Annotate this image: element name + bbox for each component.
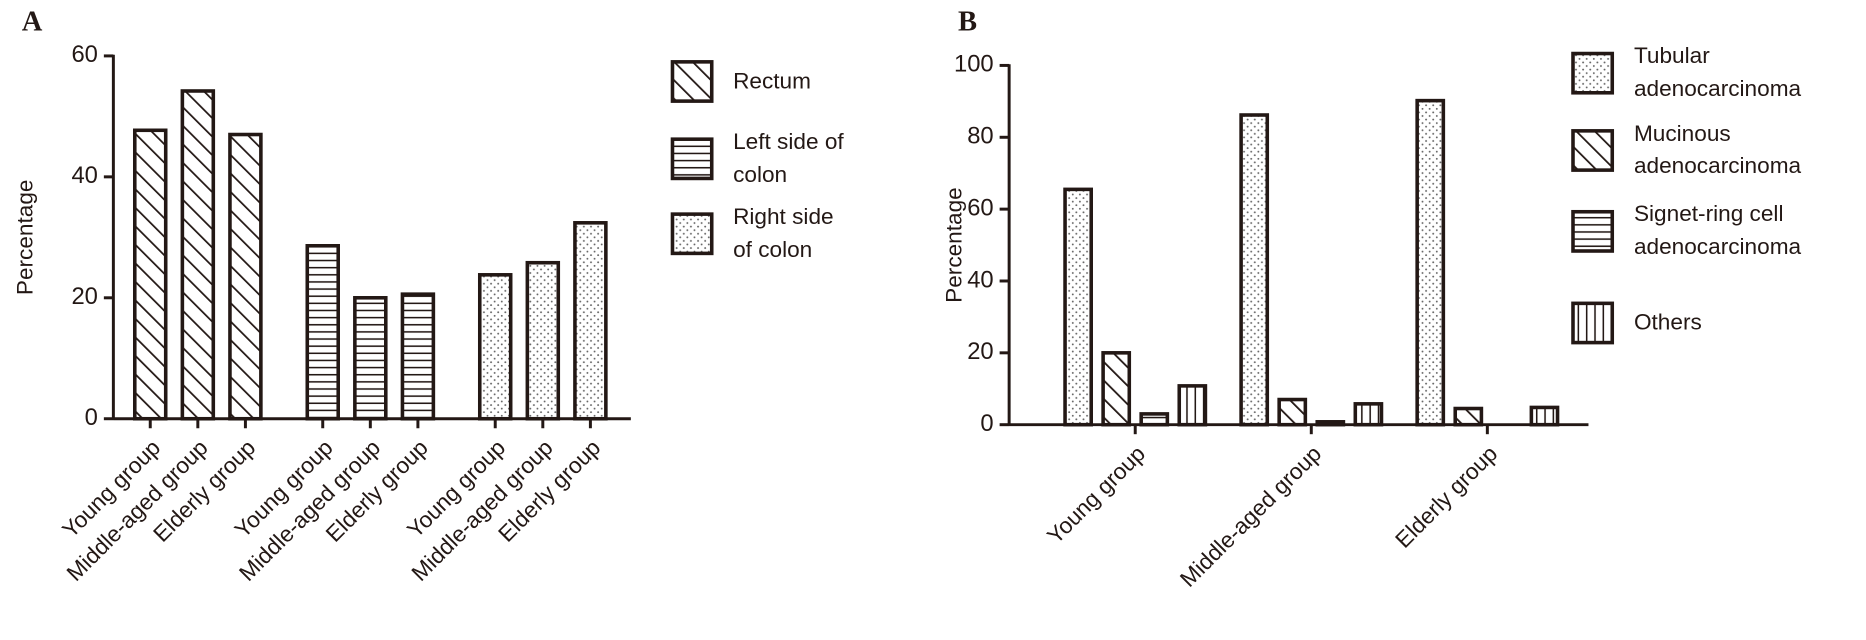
panel-label: B (958, 6, 977, 37)
x-tick-label: Middle-aged group (1175, 441, 1326, 592)
legend-swatch (1571, 301, 1615, 345)
y-tick-label: 40 (967, 266, 993, 293)
bar (1101, 351, 1132, 427)
bar (525, 260, 561, 421)
bar (133, 128, 168, 421)
bar (400, 292, 436, 421)
bar (1139, 412, 1170, 427)
bar (1277, 397, 1308, 427)
bar (573, 221, 608, 421)
y-tick-label: 20 (967, 338, 993, 365)
y-tick-label: 60 (71, 41, 97, 68)
y-tick-label: 0 (85, 404, 98, 431)
y-axis-label: Percentage (942, 187, 967, 303)
y-tick-label: 0 (980, 410, 993, 437)
bar (1353, 402, 1384, 427)
legend-label: Rectum (733, 68, 811, 94)
y-tick-label: 20 (71, 283, 97, 310)
legend-label: Signet-ring cell adenocarcinoma (1633, 201, 1802, 260)
y-tick-label: 100 (954, 51, 994, 78)
bar (1453, 406, 1484, 427)
legend-label: Tubular adenocarcinoma (1633, 43, 1802, 102)
legend-swatch (670, 60, 714, 103)
x-tick-label: Young group (1042, 441, 1150, 549)
bar (1415, 98, 1446, 427)
bar (1239, 113, 1270, 427)
y-tick-label: 80 (967, 123, 993, 150)
bar (180, 89, 216, 421)
legend-label: Mucinous adenocarcinoma (1633, 120, 1802, 179)
legend-swatch (670, 212, 714, 256)
bar (1315, 420, 1346, 427)
bar (477, 273, 513, 421)
legend-label: Others (1633, 309, 1702, 335)
bar (228, 132, 263, 421)
bar (353, 296, 388, 421)
panel-label: A (22, 6, 43, 37)
legend-swatch (670, 137, 714, 181)
legend-swatch (1571, 51, 1615, 95)
legend-label: Left side of colon (733, 129, 844, 187)
y-tick-label: 40 (71, 162, 97, 189)
bar (1177, 384, 1208, 427)
bar (1063, 187, 1094, 427)
legend-label: Right side of colon (733, 204, 834, 262)
bar (1529, 405, 1560, 427)
bar (305, 244, 340, 421)
legend-swatch (1571, 209, 1615, 253)
y-tick-label: 60 (967, 194, 993, 221)
x-tick-label: Elderly group (1390, 441, 1502, 553)
y-axis-label: Percentage (13, 180, 38, 296)
legend-swatch (1571, 129, 1615, 172)
